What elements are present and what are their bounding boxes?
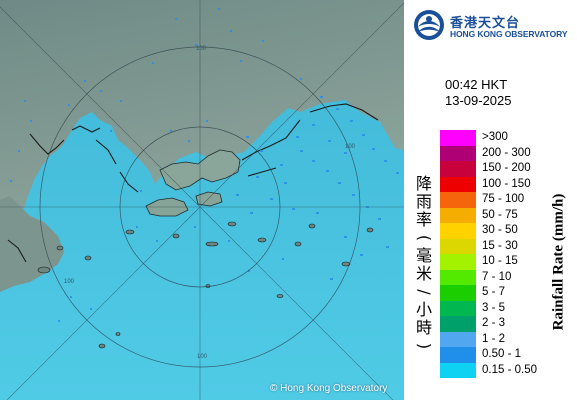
legend-swatch: [440, 238, 476, 254]
legend-range-label: >300: [482, 131, 508, 143]
legend-row: 50 - 75: [440, 207, 577, 223]
legend-swatch: [440, 254, 476, 270]
coastline: [7, 103, 379, 263]
legend-title-cn-char: 率: [415, 210, 432, 229]
legend-range-label: 0.50 - 1: [482, 348, 521, 360]
legend-range-label: 15 - 30: [482, 239, 518, 252]
legend-range-label: 1 - 2: [482, 332, 506, 345]
hk-island: [195, 191, 223, 207]
legend-range-label: 2 - 3: [482, 317, 506, 329]
legend-swatch: [440, 285, 476, 301]
legend-title-cn-char: 雨: [415, 192, 432, 211]
legend-swatch: [440, 316, 476, 332]
logo-name-cn: 香港天文台: [450, 16, 521, 31]
legend-row: 150 - 200: [440, 161, 577, 177]
legend-row: 30 - 50: [440, 223, 577, 239]
legend-range-label: 5 - 7: [482, 286, 506, 298]
legend-range-label: 30 - 50: [482, 224, 518, 236]
legend-swatch: [440, 331, 476, 347]
legend-range-label: 200 - 300: [482, 146, 531, 159]
legend-row: 1 - 2: [440, 331, 577, 347]
radial-spokes: [0, 0, 404, 400]
legend-swatch: [440, 362, 476, 378]
legend-row: 3 - 5: [440, 300, 577, 316]
legend-title-cn-char: ): [415, 342, 434, 350]
legend-title-cn-char: /: [415, 289, 434, 295]
legend-title-cn-char: 時: [415, 318, 432, 337]
radar-time: 00:42 HKT: [445, 77, 508, 92]
legend-row: 75 - 100: [440, 192, 577, 208]
legend-range-label: 10 - 15: [482, 255, 518, 267]
legend-range-label: 7 - 10: [482, 270, 512, 283]
legend-range-label: 150 - 200: [482, 162, 531, 174]
legend-swatch: [440, 347, 476, 363]
logo-name-en: HONG KONG OBSERVATORY: [450, 29, 568, 39]
legend-title-cn: 降雨率 ( 毫米 / 小時): [413, 175, 435, 355]
radar-date: 13-09-2025: [445, 93, 512, 108]
legend-row: 5 - 7: [440, 285, 577, 301]
radar-map-canvas: 100 100 100 100: [0, 0, 404, 400]
legend-range-label: 3 - 5: [482, 301, 506, 314]
hko-emblem-icon: [414, 10, 444, 40]
mainland-landmass: [0, 0, 404, 290]
legend-swatch: [440, 176, 476, 192]
legend-swatch: [440, 223, 476, 239]
legend-title-cn-char: 小: [415, 300, 432, 319]
legend-row: 10 - 15: [440, 254, 577, 270]
hko-logo: 香港天文台 HONG KONG OBSERVATORY: [412, 8, 572, 42]
legend-title-cn-char: 降: [415, 174, 432, 193]
copyright-text: © Hong Kong Observatory: [270, 383, 388, 394]
legend-swatch: [440, 300, 476, 316]
ring-label: 100: [196, 46, 207, 52]
legend-range-label: 50 - 75: [482, 208, 518, 221]
legend-swatch: [440, 192, 476, 208]
legend-title-cn-char: 毫: [415, 246, 432, 265]
legend-row: 15 - 30: [440, 238, 577, 254]
legend-row: 0.50 - 1: [440, 347, 577, 363]
legend-row: 0.15 - 0.50: [440, 362, 577, 378]
ring-label: 100: [197, 354, 208, 360]
islands: [37, 221, 374, 349]
legend-swatch: [440, 130, 476, 146]
legend-swatch: [440, 207, 476, 223]
legend-swatch: [440, 269, 476, 285]
legend-title-cn-char: (: [415, 234, 434, 242]
legend-row: 7 - 10: [440, 269, 577, 285]
ring-label: 100: [345, 144, 356, 150]
legend-range-label: 75 - 100: [482, 193, 525, 205]
legend-row: 200 - 300: [440, 145, 577, 161]
legend-row: >300: [440, 130, 577, 146]
legend-range-label: 0.15 - 0.50: [482, 363, 537, 376]
legend-row: 2 - 3: [440, 316, 577, 332]
legend-row: 100 - 150: [440, 176, 577, 192]
legend-range-label: 100 - 150: [482, 177, 531, 190]
legend-swatch: [440, 161, 476, 177]
legend-swatch: [440, 145, 476, 161]
legend-title-cn-char: 米: [415, 264, 432, 283]
ring-label: 100: [64, 279, 75, 285]
radar-map: 100 100 100 100 © Hong Kong Observatory: [0, 0, 404, 400]
info-panel: 香港天文台 HONG KONG OBSERVATORY 00:42 HKT 13…: [404, 0, 577, 400]
